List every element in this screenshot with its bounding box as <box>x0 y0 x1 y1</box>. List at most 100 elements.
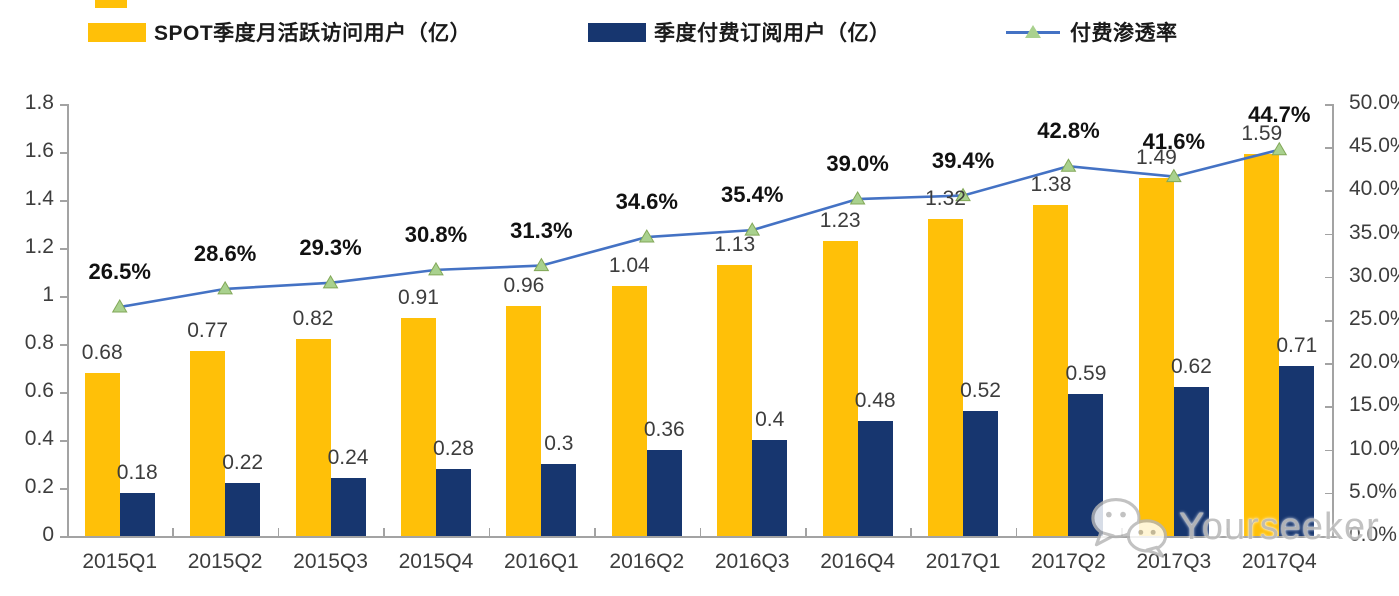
legend-item-mau: SPOT季度月活跃访问用户（亿） <box>88 18 471 46</box>
subs-bar-label: 0.52 <box>960 379 1001 403</box>
right-axis-tick-label: 20.0% <box>1349 350 1399 374</box>
watermark: Yourseeker <box>1085 496 1380 558</box>
penetration-label: 42.8% <box>1037 118 1100 144</box>
penetration-line-swatch <box>1006 23 1060 42</box>
penetration-marker <box>1271 141 1288 156</box>
mau-bar-label: 1.49 <box>1135 146 1177 170</box>
mau-swatch <box>88 22 146 42</box>
x-axis-tick <box>67 528 69 537</box>
mau-bar <box>190 351 226 536</box>
wechat-icon <box>1091 497 1168 558</box>
x-axis-label: 2016Q1 <box>504 550 579 573</box>
penetration-label: 30.8% <box>404 221 468 247</box>
subs-bar-label: 0.71 <box>1276 333 1318 357</box>
penetration-marker <box>322 274 339 289</box>
subs-bar <box>119 492 155 536</box>
left-axis-tick <box>60 296 67 298</box>
right-axis-tick <box>1325 406 1332 408</box>
penetration-label: 35.4% <box>721 182 784 208</box>
x-axis-tick <box>172 528 174 537</box>
penetration-marker <box>428 261 444 276</box>
left-axis-tick <box>60 344 67 346</box>
mau-bar-label: 0.91 <box>398 285 439 309</box>
x-axis-label: 2017Q1 <box>925 550 1001 573</box>
mau-bar <box>928 219 964 536</box>
subs-bar <box>1173 387 1209 536</box>
x-axis-label: 2016Q2 <box>609 550 685 573</box>
right-axis-tick-label: 5.0% <box>1349 479 1397 503</box>
right-axis-tick-label: 10.0% <box>1349 436 1399 460</box>
mau-bar <box>1138 178 1174 536</box>
x-axis-label: 2015Q1 <box>82 550 158 573</box>
x-axis-label: 2017Q3 <box>1136 550 1212 573</box>
x-axis-tick <box>1332 528 1334 537</box>
penetration-marker <box>217 280 233 295</box>
subs-bar-label: 0.48 <box>854 388 896 412</box>
x-axis-label: 2015Q2 <box>187 550 263 573</box>
x-axis-label: 2017Q4 <box>1241 550 1317 573</box>
penetration-marker <box>1060 158 1077 172</box>
subs-swatch <box>588 22 646 42</box>
triangle-marker-icon <box>1025 24 1041 38</box>
mau-bar <box>822 240 858 536</box>
subs-bar <box>752 440 788 536</box>
legend-item-subs: 季度付费订阅用户（亿） <box>588 18 891 46</box>
mau-bar <box>1033 204 1069 536</box>
subs-bar <box>646 449 682 536</box>
x-axis-tick <box>1226 528 1229 537</box>
subs-bar-label: 0.18 <box>116 460 158 484</box>
subs-bar-label: 0.22 <box>222 451 264 475</box>
penetration-line <box>111 141 1288 313</box>
right-axis-tick-label: 35.0% <box>1349 220 1399 244</box>
left-axis-tick-label: 1 <box>42 283 54 306</box>
left-axis-line <box>67 104 69 536</box>
right-axis-tick <box>1325 233 1332 236</box>
x-axis-tick <box>699 528 702 537</box>
right-axis-tick-label: 50.0% <box>1349 91 1399 114</box>
x-axis-label: 2016Q3 <box>714 550 790 573</box>
penetration-label: 39.0% <box>826 151 889 177</box>
right-axis-tick <box>1325 536 1332 538</box>
right-axis-tick-label: 15.0% <box>1349 393 1399 417</box>
penetration-label: 31.3% <box>510 217 573 243</box>
mau-bar-label: 0.96 <box>503 273 545 297</box>
right-axis-tick-label: 30.0% <box>1349 263 1399 287</box>
x-axis-tick <box>488 528 491 537</box>
penetration-marker <box>955 187 971 202</box>
subs-bar <box>1279 365 1315 536</box>
x-axis-label: 2015Q3 <box>293 550 368 573</box>
right-axis-tick-label: 40.0% <box>1349 177 1399 201</box>
right-axis-tick <box>1325 492 1332 495</box>
subs-bar-label: 0.36 <box>643 417 685 441</box>
mau-bar-label: 1.32 <box>925 187 966 211</box>
right-axis-tick <box>1325 320 1332 322</box>
right-axis-tick-label: 0.0% <box>1349 523 1397 546</box>
legend-label-penetration: 付费渗透率 <box>1070 22 1178 45</box>
mau-bar <box>400 317 436 536</box>
mau-bar-label: 0.77 <box>187 319 229 343</box>
left-axis-tick <box>60 440 67 442</box>
left-axis-tick-label: 1.2 <box>24 235 54 258</box>
mau-bar-label: 1.23 <box>819 208 861 232</box>
penetration-label: 29.3% <box>299 234 362 260</box>
penetration-marker <box>533 257 550 272</box>
x-axis-label: 2017Q2 <box>1031 550 1106 573</box>
left-axis-tick <box>60 248 67 250</box>
subs-bar-label: 0.62 <box>1170 355 1212 379</box>
left-axis-tick <box>60 104 67 106</box>
mau-bar-label: 1.04 <box>608 254 650 278</box>
x-axis-tick <box>910 528 912 537</box>
mau-bar-label: 1.38 <box>1030 172 1072 196</box>
subs-bar <box>857 420 893 536</box>
subs-bar <box>541 464 577 536</box>
right-axis-tick <box>1325 104 1332 106</box>
left-axis-tick <box>60 536 67 538</box>
subs-bar <box>225 483 261 536</box>
left-axis-tick <box>60 488 67 490</box>
right-axis-line <box>1332 104 1334 536</box>
penetration-label: 39.4% <box>931 147 995 173</box>
penetration-marker <box>111 299 128 313</box>
watermark-text: Yourseeker <box>1179 505 1380 548</box>
